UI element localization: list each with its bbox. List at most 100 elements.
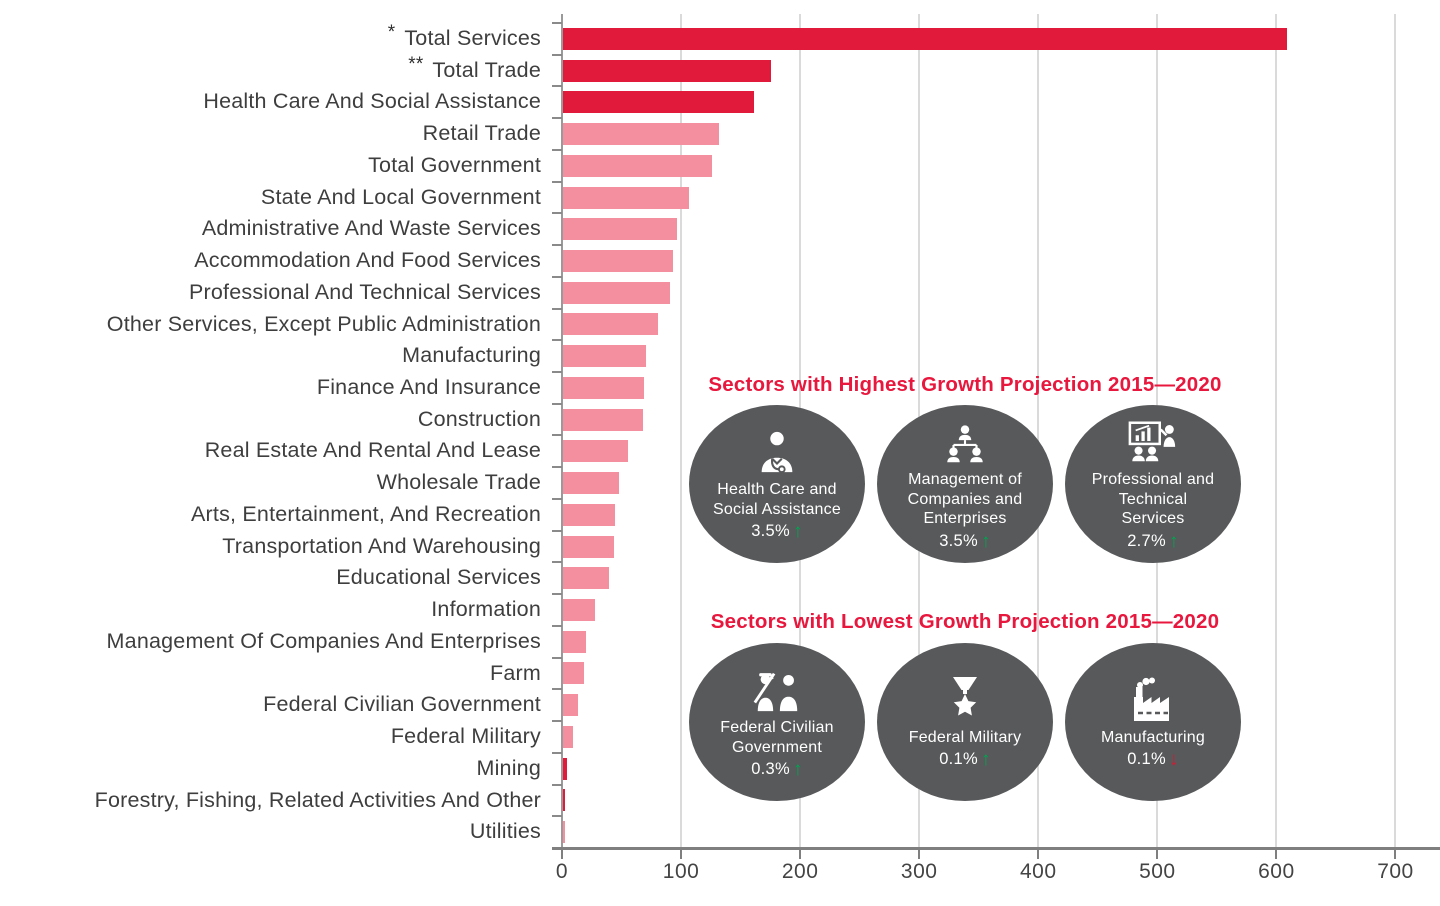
soldier-civilian-icon bbox=[751, 665, 803, 713]
y-axis-tick bbox=[552, 22, 562, 24]
category-label-text: Professional And Technical Services bbox=[189, 279, 541, 304]
x-axis-tick-label: 200 bbox=[781, 860, 819, 883]
growth-percentage: 0.1% ↑ bbox=[939, 750, 991, 769]
growth-sector-name: Federal Civilian Government bbox=[720, 718, 834, 756]
y-axis-tick bbox=[552, 180, 562, 183]
y-axis-tick bbox=[552, 656, 562, 659]
category-label: Finance And Insurance bbox=[0, 372, 541, 404]
growth-sector-name: Professional and Technical Services bbox=[1091, 471, 1215, 528]
growth-percentage-value: 3.5% bbox=[751, 522, 790, 541]
gridline bbox=[1037, 14, 1040, 848]
category-label: ** Total Trade bbox=[0, 54, 541, 87]
y-axis-tick bbox=[552, 275, 562, 278]
growth-percentage-value: 0.1% bbox=[1127, 750, 1166, 769]
bar-accommodation-and-food-services bbox=[563, 249, 673, 272]
category-label: Federal Military bbox=[0, 721, 541, 753]
category-label-text: Utilities bbox=[469, 819, 541, 844]
category-label-text: Federal Civilian Government bbox=[263, 692, 541, 717]
growth-circle-manufacturing: Manufacturing 0.1% ↓ bbox=[1065, 643, 1241, 801]
x-axis-tick bbox=[1394, 849, 1397, 859]
category-label: Arts, Entertainment, And Recreation bbox=[0, 499, 541, 531]
highest-growth-title: Sectors with Highest Growth Projection 2… bbox=[708, 373, 1222, 396]
x-axis-tick bbox=[799, 849, 802, 859]
gridline bbox=[1275, 14, 1278, 848]
x-axis-tick-label: 0 bbox=[555, 860, 569, 883]
up-arrow-icon: ↑ bbox=[1169, 530, 1179, 552]
y-axis-tick bbox=[552, 466, 562, 469]
category-label-text: Management Of Companies And Enterprises bbox=[106, 628, 541, 653]
category-label-text: Wholesale Trade bbox=[376, 470, 541, 495]
bar-state-and-local-government bbox=[563, 186, 690, 209]
bar-federal-civilian-government bbox=[563, 694, 579, 717]
bar-manufacturing bbox=[563, 345, 647, 368]
x-axis-line bbox=[552, 847, 1440, 850]
bar-educational-services bbox=[563, 567, 610, 590]
y-axis-tick bbox=[552, 720, 562, 723]
y-axis-tick bbox=[552, 497, 562, 500]
y-axis-tick bbox=[552, 529, 562, 532]
growth-percentage-value: 0.3% bbox=[751, 760, 790, 779]
y-axis-tick bbox=[552, 53, 562, 56]
down-arrow-icon: ↓ bbox=[1169, 749, 1179, 771]
growth-percentage: 2.7% ↑ bbox=[1127, 532, 1179, 551]
growth-percentage-value: 2.7% bbox=[1127, 531, 1166, 550]
y-axis-tick bbox=[552, 751, 562, 754]
bar-real-estate-and-rental-and-lease bbox=[563, 440, 629, 463]
y-axis-tick bbox=[552, 307, 562, 310]
y-axis-tick bbox=[552, 371, 562, 374]
category-label: Construction bbox=[0, 404, 541, 436]
bar-arts-entertainment-and-recreation bbox=[563, 503, 616, 526]
up-arrow-icon: ↑ bbox=[981, 530, 991, 552]
growth-circle-management-of-companies-and-enterprises: Management of Companies and Enterprises 3… bbox=[877, 405, 1053, 563]
category-label: State And Local Government bbox=[0, 182, 541, 214]
bar-forestry-fishing-related-activities-and-other bbox=[563, 789, 566, 812]
category-label-text: Total Services bbox=[404, 26, 541, 50]
up-arrow-icon: ↑ bbox=[793, 521, 803, 543]
growth-circle-health-care-and-social-assistance: Health Care and Social Assistance 3.5% ↑ bbox=[689, 405, 865, 563]
category-label-text: Farm bbox=[490, 660, 541, 685]
x-axis-tick bbox=[1156, 849, 1159, 859]
x-axis-tick bbox=[561, 849, 563, 859]
x-axis-tick-label: 300 bbox=[900, 860, 938, 883]
growth-circle-federal-military: Federal Military 0.1% ↑ bbox=[877, 643, 1053, 801]
category-label-text: Manufacturing bbox=[402, 343, 541, 368]
bar-other-services-except-public-administration bbox=[563, 313, 659, 336]
x-axis-tick bbox=[1037, 849, 1040, 859]
category-label: Forestry, Fishing, Related Activities An… bbox=[0, 785, 541, 817]
category-label-text: Administrative And Waste Services bbox=[201, 216, 541, 241]
bar-federal-military bbox=[563, 725, 573, 748]
growth-percentage-value: 0.1% bbox=[939, 750, 978, 769]
category-label-text: Finance And Insurance bbox=[316, 375, 541, 400]
bar-mining bbox=[563, 757, 567, 780]
x-axis-tick bbox=[1275, 849, 1278, 859]
bar-professional-and-technical-services bbox=[563, 281, 671, 304]
y-axis-tick bbox=[552, 402, 562, 405]
x-axis-tick-label: 600 bbox=[1258, 860, 1295, 883]
category-label: Accommodation And Food Services bbox=[0, 245, 541, 277]
bar-information bbox=[563, 599, 596, 621]
x-axis-tick bbox=[680, 849, 683, 859]
up-arrow-icon: ↑ bbox=[793, 759, 803, 781]
category-label: Retail Trade bbox=[0, 118, 541, 150]
category-label: Real Estate And Rental And Lease bbox=[0, 435, 541, 467]
growth-circle-professional-and-technical-services: Professional and Technical Services 2.7% ↑ bbox=[1065, 405, 1241, 563]
bar-total-services bbox=[563, 27, 1287, 50]
x-axis-tick-label: 100 bbox=[662, 860, 700, 883]
y-axis-tick bbox=[552, 244, 562, 247]
category-label: Transportation And Warehousing bbox=[0, 531, 541, 563]
y-axis-tick bbox=[552, 624, 562, 627]
category-label-text: Total Trade bbox=[432, 57, 541, 82]
gridline bbox=[1394, 14, 1397, 848]
category-label: Health Care And Social Assistance bbox=[0, 86, 541, 118]
factory-icon bbox=[1129, 675, 1177, 723]
category-label: * Total Services bbox=[0, 22, 541, 55]
category-label: Other Services, Except Public Administra… bbox=[0, 309, 541, 341]
y-axis-tick bbox=[552, 148, 562, 151]
lowest-growth-title: Sectors with Lowest Growth Projection 20… bbox=[710, 610, 1220, 633]
x-axis-tick bbox=[918, 849, 921, 859]
category-label-text: Health Care And Social Assistance bbox=[203, 89, 541, 114]
growth-percentage-value: 3.5% bbox=[939, 531, 978, 550]
growth-sector-name: Health Care and Social Assistance bbox=[713, 480, 841, 518]
category-label-text: Real Estate And Rental And Lease bbox=[204, 438, 541, 463]
